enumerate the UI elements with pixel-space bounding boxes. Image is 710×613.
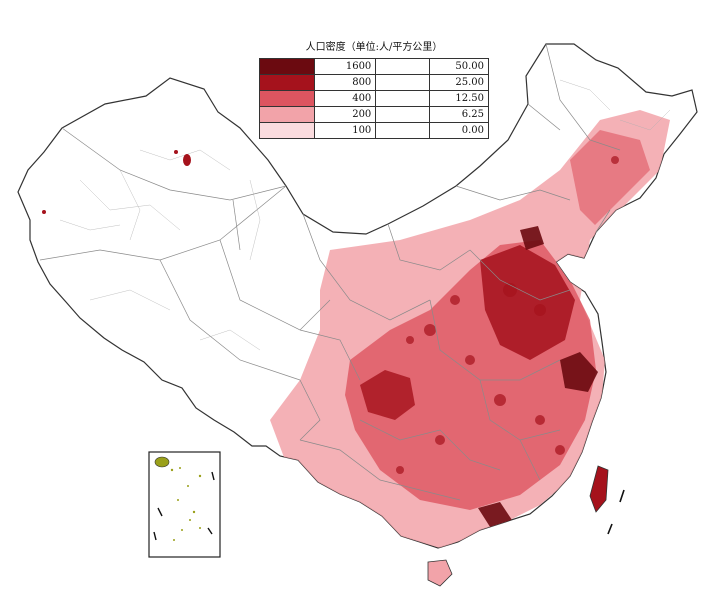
legend-density: 200 [314, 106, 377, 123]
legend-density: 800 [314, 74, 377, 91]
province-borders [39, 43, 621, 501]
region-northeast-light [570, 130, 650, 225]
density-regions [270, 110, 670, 548]
region-sichuan-high [360, 370, 415, 420]
boundary-dashes [607, 489, 625, 535]
region-yangtze-delta-high [560, 352, 598, 392]
legend-blank-cell [375, 106, 431, 123]
legend-density: 400 [314, 90, 377, 107]
legend-swatch [258, 74, 316, 91]
legend-blank-cell [375, 90, 431, 107]
xinjiang-spots [42, 150, 191, 214]
taiwan [589, 465, 609, 513]
legend-blank-cell [375, 58, 431, 75]
legend-table: 1600 50.00 800 25.00 400 12.50 200 6.25 100 0.00 [258, 58, 489, 139]
density-speckles [396, 156, 619, 474]
legend-density: 1600 [314, 58, 377, 75]
legend-value: 6.25 [429, 106, 489, 123]
legend-blank-cell [375, 122, 431, 139]
legend-row: 100 0.00 [258, 122, 489, 139]
legend-row: 800 25.00 [258, 74, 489, 91]
legend-value: 50.00 [429, 58, 489, 75]
legend-row: 400 12.50 [258, 90, 489, 107]
inset-frame [148, 451, 221, 558]
legend-title: 人口密度（单位:人/平方公里） [305, 42, 443, 53]
legend-value: 25.00 [429, 74, 489, 91]
china-mainland [17, 43, 698, 549]
legend-swatch [258, 90, 316, 107]
legend-density: 100 [314, 122, 377, 139]
legend-blank-cell [375, 74, 431, 91]
legend-swatch [258, 58, 316, 75]
legend-value: 12.50 [429, 90, 489, 107]
legend-value: 0.00 [429, 122, 489, 139]
legend-row: 200 6.25 [258, 106, 489, 123]
hainan [427, 559, 453, 587]
region-north-china-plain-high [480, 245, 575, 360]
south-china-sea-inset [148, 451, 221, 558]
region-beijing-high [520, 226, 544, 250]
legend-swatch [258, 106, 316, 123]
legend: 人口密度（单位:人/平方公里） 1600 50.00 800 25.00 400 12.5… [258, 38, 489, 139]
county-borders-west [59, 79, 671, 351]
legend-swatch [258, 122, 316, 139]
legend-row: 1600 50.00 [258, 58, 489, 75]
